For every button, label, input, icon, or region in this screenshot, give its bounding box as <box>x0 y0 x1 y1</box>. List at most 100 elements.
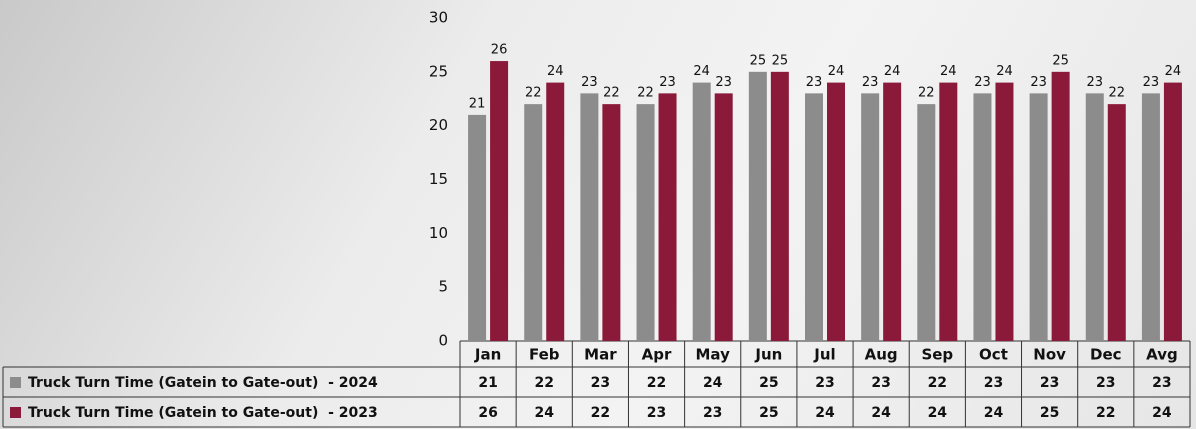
y-tick-label: 20 <box>429 116 448 134</box>
data-label: 25 <box>1052 53 1069 68</box>
data-label: 22 <box>603 86 620 101</box>
y-tick-label: 15 <box>429 170 448 188</box>
data-label: 24 <box>940 64 957 79</box>
bar <box>749 72 767 341</box>
bar <box>973 93 991 341</box>
bar <box>1108 104 1126 341</box>
y-tick-label: 30 <box>429 9 448 27</box>
data-label: 21 <box>469 96 486 111</box>
data-label: 25 <box>750 53 767 68</box>
y-tick-label: 5 <box>438 278 448 296</box>
table-cell: 24 <box>534 405 554 421</box>
bar <box>1052 72 1070 341</box>
bar <box>939 83 957 341</box>
y-tick-label: 10 <box>429 224 448 242</box>
legend-label: Truck Turn Time (Gatein to Gate-out) - 2… <box>28 405 378 421</box>
bar <box>883 83 901 341</box>
table-cell: 25 <box>1040 405 1059 421</box>
table-cell: 25 <box>759 405 778 421</box>
table-cell: 25 <box>759 375 778 391</box>
legend-marker <box>10 407 21 418</box>
x-tick-label: Nov <box>1033 346 1066 364</box>
data-label: 23 <box>1030 75 1047 90</box>
data-label: 24 <box>828 64 845 79</box>
bar <box>827 83 845 341</box>
data-label: 24 <box>547 64 564 79</box>
bar <box>490 61 508 341</box>
data-label: 23 <box>1086 75 1103 90</box>
bar <box>659 93 677 341</box>
x-tick-label: Sep <box>921 346 953 364</box>
data-label: 22 <box>637 86 654 101</box>
x-tick-label: Avg <box>1146 346 1178 364</box>
x-tick-label: Feb <box>529 346 560 364</box>
table-cell: 26 <box>478 405 497 421</box>
x-tick-label: Jul <box>813 346 835 364</box>
bar <box>637 104 655 341</box>
x-tick-label: Jan <box>474 346 501 364</box>
table-cell: 23 <box>591 375 610 391</box>
table-cell: 23 <box>703 405 722 421</box>
table-cell: 22 <box>928 375 947 391</box>
data-label: 23 <box>715 75 732 90</box>
bar <box>1086 93 1104 341</box>
y-tick-label: 0 <box>438 332 448 350</box>
data-label: 24 <box>996 64 1013 79</box>
table-cell: 23 <box>647 405 666 421</box>
bar <box>546 83 564 341</box>
legend-label: Truck Turn Time (Gatein to Gate-out) - 2… <box>28 375 378 391</box>
bar <box>995 83 1013 341</box>
table-cell: 24 <box>984 405 1004 421</box>
table-cell: 23 <box>871 375 890 391</box>
table-cell: 21 <box>478 375 497 391</box>
bar <box>580 93 598 341</box>
bar <box>524 104 542 341</box>
x-tick-label: Aug <box>865 346 898 364</box>
x-tick-label: May <box>696 346 731 364</box>
data-label: 26 <box>491 43 508 58</box>
x-tick-label: Oct <box>979 346 1008 364</box>
data-label: 23 <box>659 75 676 90</box>
bar <box>917 104 935 341</box>
bar <box>805 93 823 341</box>
table-cell: 23 <box>984 375 1003 391</box>
y-tick-label: 25 <box>429 62 448 80</box>
table-cell: 22 <box>591 405 610 421</box>
table-cell: 24 <box>815 405 835 421</box>
data-label: 23 <box>806 75 823 90</box>
data-label: 23 <box>862 75 879 90</box>
data-label: 24 <box>884 64 901 79</box>
data-label: 24 <box>1165 64 1182 79</box>
bar <box>1164 83 1182 341</box>
table-cell: 22 <box>534 375 553 391</box>
bar <box>693 83 711 341</box>
table-cell: 23 <box>1040 375 1059 391</box>
bar <box>771 72 789 341</box>
bar <box>715 93 733 341</box>
bar <box>861 93 879 341</box>
table-cell: 24 <box>871 405 891 421</box>
bar <box>602 104 620 341</box>
data-label: 22 <box>918 86 935 101</box>
data-label: 23 <box>1143 75 1160 90</box>
legend-marker <box>10 377 21 388</box>
table-cell: 24 <box>703 375 723 391</box>
data-label: 22 <box>525 86 542 101</box>
table-cell: 22 <box>647 375 666 391</box>
data-label: 24 <box>693 64 710 79</box>
table-cell: 23 <box>1096 375 1115 391</box>
data-label: 23 <box>581 75 598 90</box>
x-tick-label: Apr <box>642 346 672 364</box>
bar <box>1030 93 1048 341</box>
x-tick-label: Mar <box>584 346 617 364</box>
table-cell: 24 <box>928 405 948 421</box>
table-cell: 22 <box>1096 405 1115 421</box>
data-label: 23 <box>974 75 991 90</box>
x-tick-label: Jun <box>754 346 782 364</box>
bar <box>1142 93 1160 341</box>
bar <box>468 115 486 341</box>
data-label: 22 <box>1108 86 1125 101</box>
chart: 0 5 10 15 20 25 30 Jan Feb Mar Apr May Jun Jul Aug Sep O… <box>0 0 1196 429</box>
x-tick-label: Dec <box>1090 346 1122 364</box>
table-cell: 23 <box>815 375 834 391</box>
